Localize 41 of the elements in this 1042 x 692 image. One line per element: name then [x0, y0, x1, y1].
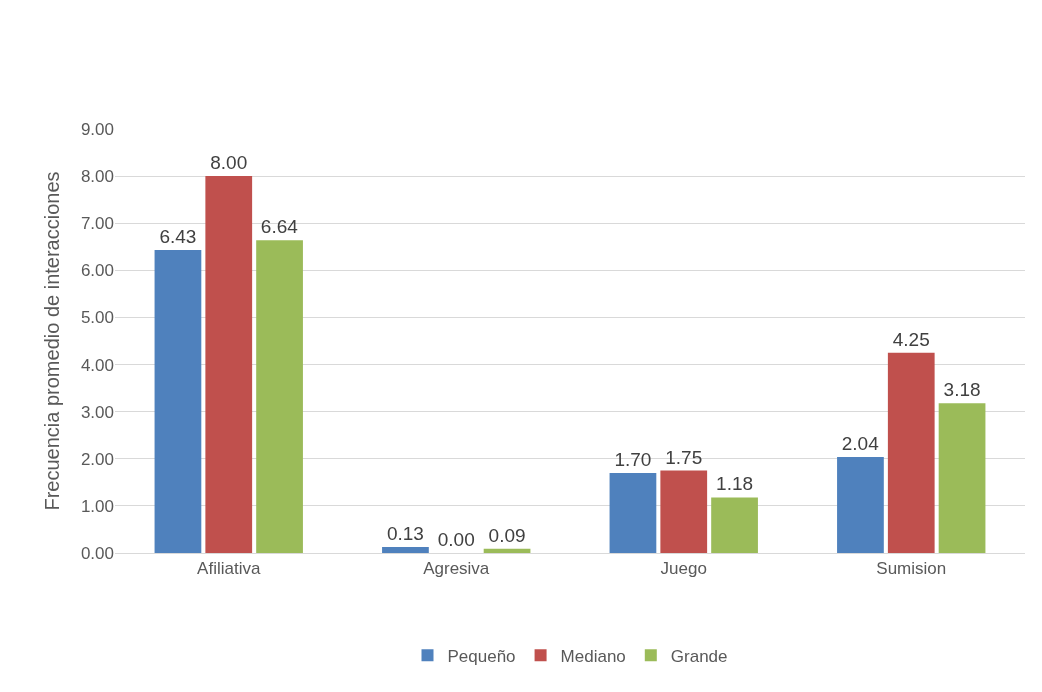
- data-label: 3.18: [943, 379, 981, 401]
- data-label: 4.25: [892, 328, 930, 350]
- data-label: 0.13: [386, 522, 424, 544]
- y-tick-label: 0.00: [80, 543, 114, 563]
- y-tick-label: 3.00: [80, 402, 114, 422]
- legend-label: Mediano: [560, 646, 626, 666]
- bar: [154, 250, 202, 553]
- y-tick-label: 7.00: [80, 214, 114, 234]
- bar: [256, 240, 303, 553]
- data-label: 0.00: [437, 529, 475, 550]
- x-tick-label: Juego: [660, 559, 707, 579]
- y-tick-label: 5.00: [80, 308, 114, 328]
- legend-label: Grande: [670, 646, 728, 666]
- bar: [887, 352, 935, 553]
- bar: [660, 470, 708, 553]
- data-label: 1.75: [665, 446, 703, 468]
- bar: [609, 472, 657, 553]
- y-tick-label: 8.00: [80, 167, 114, 187]
- x-tick-label: Agresiva: [423, 559, 490, 579]
- x-tick-label: Afiliativa: [197, 559, 261, 579]
- bar: [205, 176, 253, 553]
- y-tick-label: 2.00: [80, 449, 114, 469]
- bar: [938, 403, 986, 553]
- data-label: 6.64: [260, 216, 299, 238]
- data-label: 1.18: [716, 473, 754, 495]
- y-tick-label: 1.00: [80, 496, 114, 516]
- bar: [837, 456, 884, 553]
- bar: [483, 548, 531, 553]
- bar: [382, 546, 429, 553]
- data-label: 2.04: [841, 432, 880, 454]
- data-label: 8.00: [210, 152, 248, 174]
- x-tick-label: Sumision: [876, 559, 947, 579]
- legend-label: Pequeño: [447, 646, 516, 666]
- data-label: 6.43: [159, 226, 197, 248]
- y-tick-label: 9.00: [80, 119, 114, 139]
- data-label: 1.70: [614, 448, 652, 470]
- y-tick-label: 6.00: [80, 261, 114, 281]
- y-axis-title: Frecuencia promedio de interacciones: [41, 171, 64, 511]
- data-label: 0.09: [488, 524, 526, 546]
- y-tick-label: 4.00: [80, 355, 114, 375]
- bar: [711, 497, 758, 553]
